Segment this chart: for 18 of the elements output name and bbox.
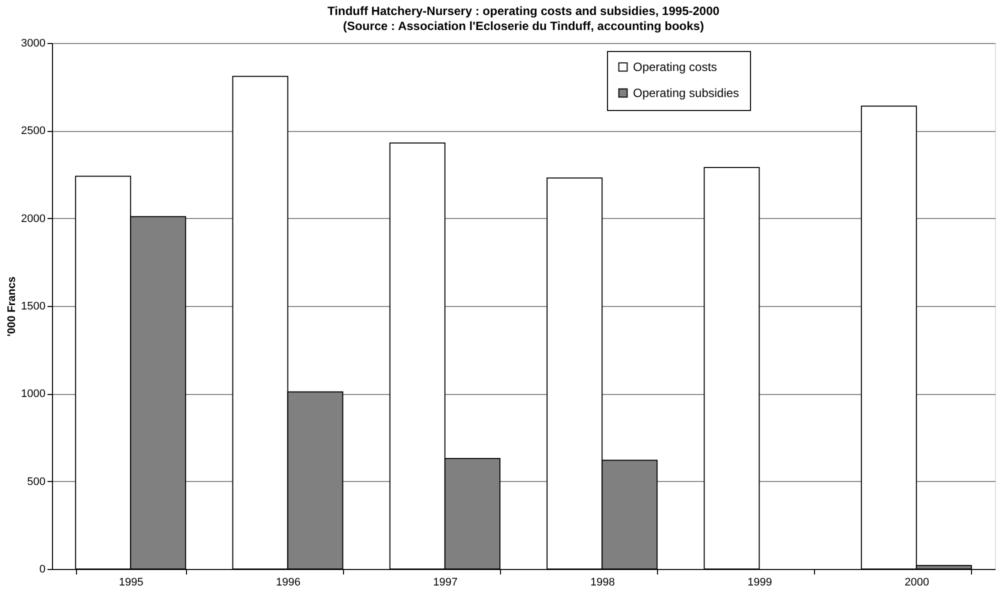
x-tick-label: 1995: [118, 576, 144, 588]
legend-label: Operating costs: [633, 60, 718, 74]
legend-label: Operating subsidies: [633, 86, 740, 100]
x-tick-label: 1997: [433, 576, 458, 588]
y-tick-label: 1500: [21, 300, 46, 312]
chart-title: Tinduff Hatchery-Nursery : operating costs and subsidies, 1995-2000: [328, 4, 720, 18]
x-tick-label: 1996: [276, 576, 300, 588]
y-axis-title: '000 Francs: [6, 276, 18, 337]
y-tick-label: 2000: [21, 212, 46, 225]
y-tick-label: 1000: [21, 388, 46, 400]
x-tick-label: 1999: [748, 576, 772, 588]
chart-subtitle: (Source : Association l'Ecloserie du Tinduff, accounting books): [343, 19, 704, 33]
y-tick-label: 3000: [21, 38, 46, 50]
y-tick-label: 2500: [21, 125, 46, 138]
x-tick-label: 1998: [590, 576, 615, 588]
x-tick-label: 2000: [904, 576, 930, 588]
y-tick-label: 0: [39, 564, 46, 576]
y-tick-label: 500: [27, 476, 46, 488]
